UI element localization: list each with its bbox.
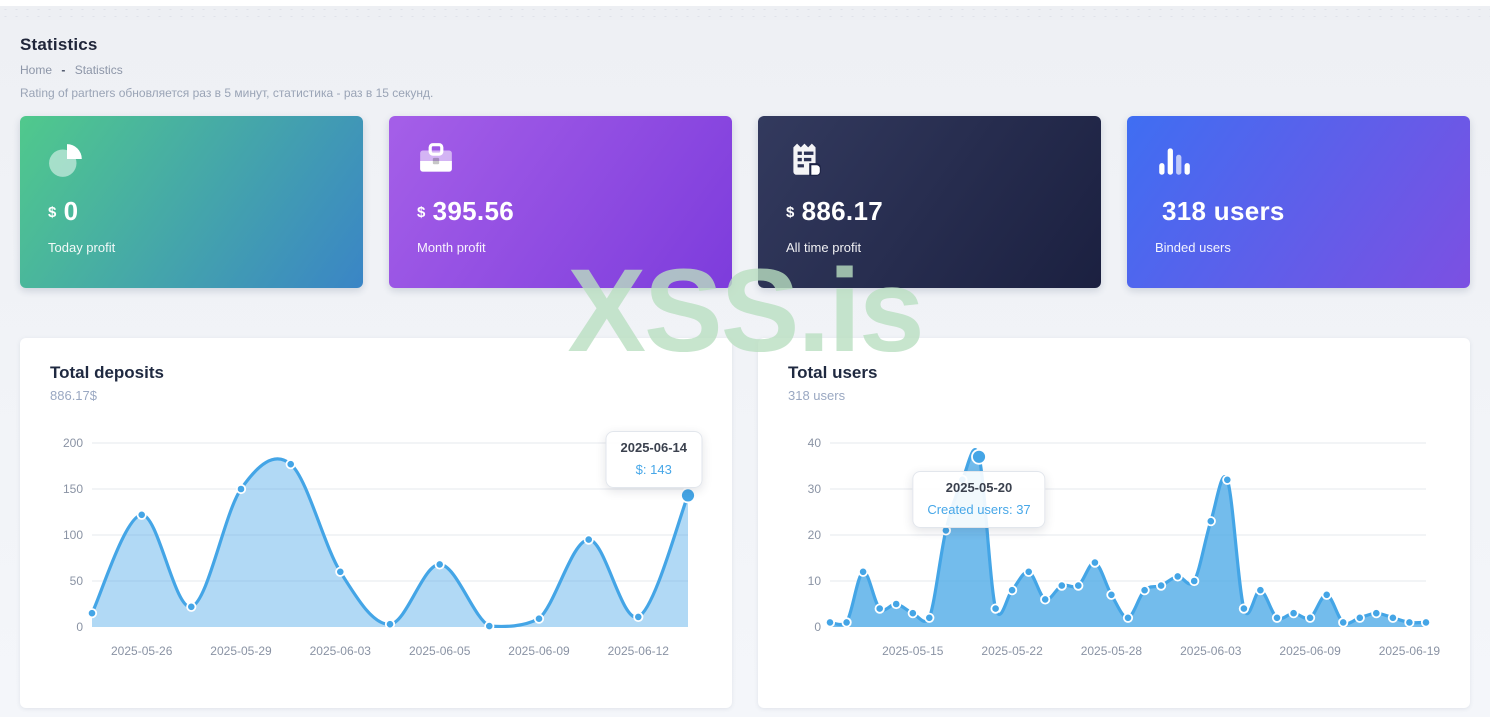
svg-text:100: 100	[63, 528, 83, 542]
svg-text:2025-06-03: 2025-06-03	[310, 644, 372, 658]
briefcase-icon	[417, 141, 455, 179]
top-strip	[0, 0, 1490, 6]
deposits-chart-card: Total deposits 886.17$ 0 50 100 150 200 2025-…	[20, 338, 732, 708]
x-axis-labels: 2025-05-26 2025-05-29 2025-06-03 2025-06-05…	[111, 644, 669, 658]
chart-subtitle: 886.17$	[50, 388, 97, 403]
data-point-markers[interactable]	[824, 448, 1432, 628]
pie-chart-icon	[49, 144, 82, 177]
stat-number: 0	[63, 196, 79, 226]
receipt-icon	[793, 143, 821, 176]
deposits-chart-svg[interactable]: 0 50 100 150 200 2025-05-26 2025-05-29 2025-06-…	[50, 423, 702, 667]
tooltip-value: $: 143	[635, 462, 672, 478]
svg-text:10: 10	[808, 574, 822, 588]
stat-number: 395.56	[432, 196, 514, 226]
tooltip-date: 2025-05-20	[945, 479, 1013, 495]
stat-cards-row: $0 Today profit $395.56 Month profit $88…	[20, 116, 1470, 288]
stat-card: $886.17 All time profit	[758, 116, 1101, 288]
chart-cards-row: Total deposits 886.17$ 0 50 100 150 200 2025-…	[20, 338, 1470, 708]
tooltip-value: Created users: 37	[927, 501, 1031, 517]
page-title: Statistics	[20, 35, 98, 54]
breadcrumb-current: Statistics	[74, 63, 123, 77]
chart-tooltip: 2025-06-14 $: 143	[605, 431, 702, 489]
stat-value: $0	[48, 196, 335, 227]
svg-text:2025-05-15: 2025-05-15	[882, 644, 944, 658]
tooltip-date: 2025-06-14	[620, 440, 688, 456]
breadcrumb: Home - Statistics	[20, 63, 1470, 77]
currency-prefix: $	[786, 204, 795, 221]
svg-text:2025-05-29: 2025-05-29	[210, 644, 272, 658]
stat-value: $395.56	[417, 196, 704, 227]
stat-label: Month profit	[417, 240, 486, 255]
receipt-icon	[786, 141, 824, 179]
stat-value: 318 users	[1155, 196, 1442, 227]
chart-subtitle: 318 users	[788, 388, 846, 403]
bar-chart-icon	[1159, 148, 1190, 175]
svg-text:30: 30	[808, 482, 822, 496]
svg-text:150: 150	[63, 482, 83, 496]
chart-title: Total deposits	[50, 363, 164, 382]
svg-text:2025-05-22: 2025-05-22	[981, 644, 1043, 658]
svg-text:2025-06-09: 2025-06-09	[1279, 644, 1341, 658]
currency-prefix: $	[48, 204, 57, 221]
svg-text:0: 0	[814, 620, 821, 634]
breadcrumb-separator: -	[61, 63, 66, 77]
stat-value: $886.17	[786, 196, 1073, 227]
stat-number: 886.17	[801, 196, 883, 226]
svg-text:2025-05-28: 2025-05-28	[1081, 644, 1143, 658]
svg-text:0: 0	[76, 620, 83, 634]
breadcrumb-home-link[interactable]: Home	[20, 63, 53, 77]
users-chart-card: Total users 318 users 0 10 20 30 40 2025-05-1…	[758, 338, 1470, 708]
stat-card: $0 Today profit	[20, 116, 363, 288]
pie-chart-icon	[48, 141, 86, 179]
svg-text:40: 40	[808, 436, 822, 450]
bar-chart-icon	[1155, 141, 1193, 179]
svg-text:2025-06-09: 2025-06-09	[508, 644, 570, 658]
briefcase-icon	[420, 143, 452, 172]
header-dot-texture	[0, 6, 1490, 20]
svg-text:2025-06-12: 2025-06-12	[608, 644, 670, 658]
svg-text:2025-05-26: 2025-05-26	[111, 644, 173, 658]
stat-card: $395.56 Month profit	[389, 116, 732, 288]
svg-text:2025-06-03: 2025-06-03	[1180, 644, 1242, 658]
svg-text:20: 20	[808, 528, 822, 542]
stat-label: Today profit	[48, 240, 116, 255]
svg-text:50: 50	[70, 574, 84, 588]
chart-title: Total users	[788, 363, 878, 382]
stat-label: Binded users	[1155, 240, 1231, 255]
currency-prefix: $	[417, 204, 426, 221]
page-header: Statistics Home - Statistics Rating of p…	[20, 35, 1470, 100]
svg-text:2025-06-05: 2025-06-05	[409, 644, 471, 658]
x-axis-labels: 2025-05-15 2025-05-22 2025-05-28 2025-06-03…	[882, 644, 1440, 658]
stat-number: 318 users	[1162, 196, 1285, 226]
stat-card: 318 users Binded users	[1127, 116, 1470, 288]
statistics-page: Statistics Home - Statistics Rating of p…	[0, 35, 1490, 708]
svg-text:2025-06-19: 2025-06-19	[1379, 644, 1440, 658]
users-chart-plot[interactable]: 0 10 20 30 40 2025-05-15 2025-05-22 2025-05-28 2…	[788, 423, 1440, 667]
y-axis-labels: 0 50 100 150 200	[63, 436, 83, 634]
refresh-note: Rating of partners обновляется раз в 5 м…	[20, 86, 434, 100]
area-fill	[92, 458, 688, 627]
stat-label: All time profit	[786, 240, 862, 255]
chart-tooltip: 2025-05-20 Created users: 37	[912, 470, 1046, 528]
y-axis-labels: 0 10 20 30 40	[808, 436, 822, 634]
data-point-markers[interactable]	[86, 459, 696, 632]
svg-text:200: 200	[63, 436, 83, 450]
deposits-chart-plot[interactable]: 0 50 100 150 200 2025-05-26 2025-05-29 2025-06-…	[50, 423, 702, 667]
